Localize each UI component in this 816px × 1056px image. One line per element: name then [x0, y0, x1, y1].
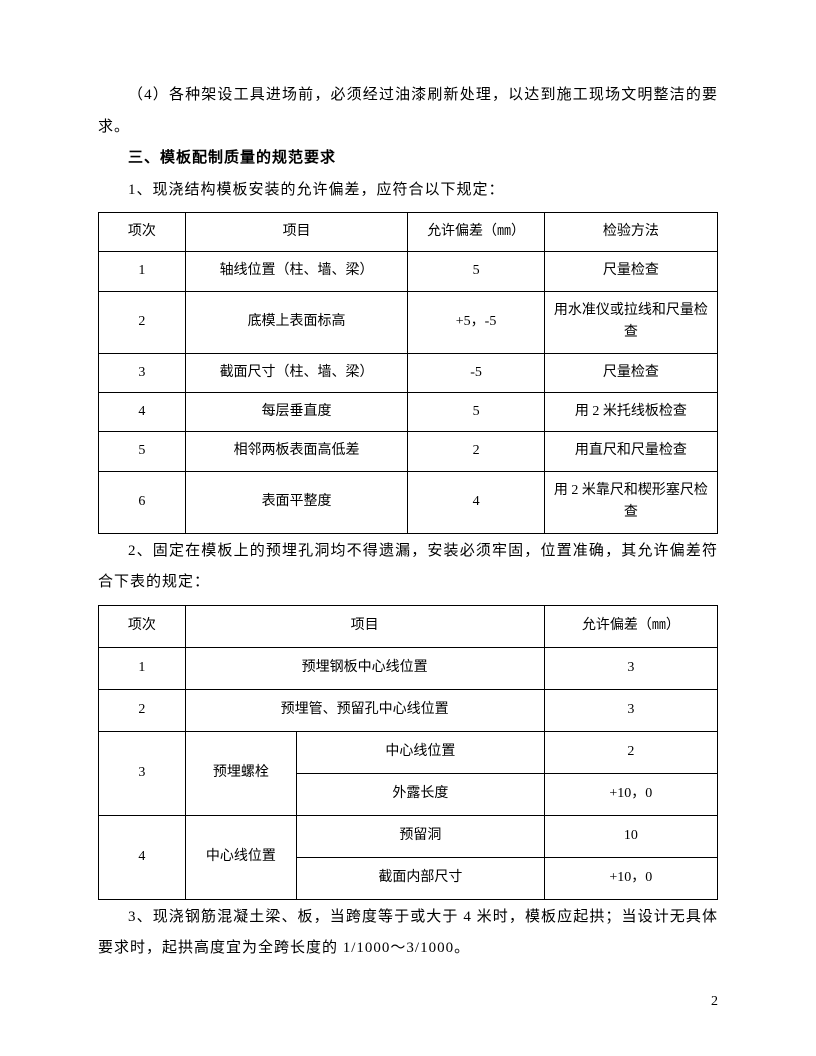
- table-cell: 4: [99, 815, 186, 899]
- table-row: 2 预埋管、预留孔中心线位置 3: [99, 689, 718, 731]
- table-cell: +10，0: [544, 773, 717, 815]
- table-row: 4 每层垂直度 5 用 2 米托线板检查: [99, 392, 718, 431]
- table-cell: 3: [544, 689, 717, 731]
- table-cell: 中心线位置: [185, 815, 296, 899]
- table-row: 2 底模上表面标高 +5，-5 用水准仪或拉线和尺量检查: [99, 291, 718, 353]
- paragraph-item-3: 3、现浇钢筋混凝土梁、板，当跨度等于或大于 4 米时，模板应起拱；当设计无具体要…: [98, 902, 718, 965]
- table-cell: 用水准仪或拉线和尺量检查: [544, 291, 717, 353]
- table-cell: 4: [99, 392, 186, 431]
- table-cell: 3: [99, 353, 186, 392]
- table-cell: 轴线位置（柱、墙、梁）: [185, 252, 408, 291]
- table-header-cell: 允许偏差（㎜）: [408, 213, 544, 252]
- table-cell: 4: [408, 471, 544, 533]
- table-1: 项次 项目 允许偏差（㎜） 检验方法 1 轴线位置（柱、墙、梁） 5 尺量检查 …: [98, 212, 718, 534]
- table-row: 6 表面平整度 4 用 2 米靠尺和楔形塞尺检查: [99, 471, 718, 533]
- table-cell: +10，0: [544, 857, 717, 899]
- table-cell: 尺量检查: [544, 353, 717, 392]
- table-cell: 用直尺和尺量检查: [544, 432, 717, 471]
- table-cell: 每层垂直度: [185, 392, 408, 431]
- table-cell: 预埋管、预留孔中心线位置: [185, 689, 544, 731]
- table-header-row: 项次 项目 允许偏差（㎜）: [99, 605, 718, 647]
- table-2: 项次 项目 允许偏差（㎜） 1 预埋钢板中心线位置 3 2 预埋管、预留孔中心线…: [98, 605, 718, 900]
- paragraph-item-2: 2、固定在模板上的预埋孔洞均不得遗漏，安装必须牢固，位置准确，其允许偏差符合下表…: [98, 536, 718, 599]
- section-heading: 三、模板配制质量的规范要求: [98, 143, 718, 175]
- paragraph-item-1: 1、现浇结构模板安装的允许偏差，应符合以下规定：: [98, 175, 718, 207]
- table-row: 1 预埋钢板中心线位置 3: [99, 647, 718, 689]
- table-cell: 表面平整度: [185, 471, 408, 533]
- table-cell: 10: [544, 815, 717, 857]
- table-cell: 中心线位置: [297, 731, 545, 773]
- table-cell: 1: [99, 647, 186, 689]
- table-row: 3 预埋螺栓 中心线位置 2: [99, 731, 718, 773]
- table-cell: 底模上表面标高: [185, 291, 408, 353]
- table-row: 5 相邻两板表面高低差 2 用直尺和尺量检查: [99, 432, 718, 471]
- table-cell: 截面尺寸（柱、墙、梁）: [185, 353, 408, 392]
- table-cell: 预留洞: [297, 815, 545, 857]
- table-cell: 2: [99, 689, 186, 731]
- table-cell: 6: [99, 471, 186, 533]
- table-cell: 用 2 米靠尺和楔形塞尺检查: [544, 471, 717, 533]
- table-cell: 5: [408, 392, 544, 431]
- table-cell: 外露长度: [297, 773, 545, 815]
- table-cell: -5: [408, 353, 544, 392]
- table-header-cell: 项次: [99, 213, 186, 252]
- table-cell: 3: [544, 647, 717, 689]
- table-cell: 2: [99, 291, 186, 353]
- table-cell: 5: [408, 252, 544, 291]
- table-row: 3 截面尺寸（柱、墙、梁） -5 尺量检查: [99, 353, 718, 392]
- table-cell: 2: [544, 731, 717, 773]
- table-cell: 相邻两板表面高低差: [185, 432, 408, 471]
- table-cell: 截面内部尺寸: [297, 857, 545, 899]
- table-cell: 3: [99, 731, 186, 815]
- table-cell: +5，-5: [408, 291, 544, 353]
- table-row: 1 轴线位置（柱、墙、梁） 5 尺量检查: [99, 252, 718, 291]
- table-cell: 1: [99, 252, 186, 291]
- table-header-row: 项次 项目 允许偏差（㎜） 检验方法: [99, 213, 718, 252]
- table-header-cell: 项目: [185, 605, 544, 647]
- table-cell: 预埋钢板中心线位置: [185, 647, 544, 689]
- table-cell: 尺量检查: [544, 252, 717, 291]
- table-header-cell: 允许偏差（㎜）: [544, 605, 717, 647]
- paragraph-4: （4）各种架设工具进场前，必须经过油漆刷新处理，以达到施工现场文明整洁的要求。: [98, 80, 718, 143]
- table-header-cell: 检验方法: [544, 213, 717, 252]
- table-cell: 预埋螺栓: [185, 731, 296, 815]
- table-row: 4 中心线位置 预留洞 10: [99, 815, 718, 857]
- table-cell: 2: [408, 432, 544, 471]
- table-cell: 5: [99, 432, 186, 471]
- page-number: 2: [711, 994, 718, 1010]
- table-header-cell: 项次: [99, 605, 186, 647]
- document-page: （4）各种架设工具进场前，必须经过油漆刷新处理，以达到施工现场文明整洁的要求。 …: [0, 0, 816, 1005]
- table-header-cell: 项目: [185, 213, 408, 252]
- table-cell: 用 2 米托线板检查: [544, 392, 717, 431]
